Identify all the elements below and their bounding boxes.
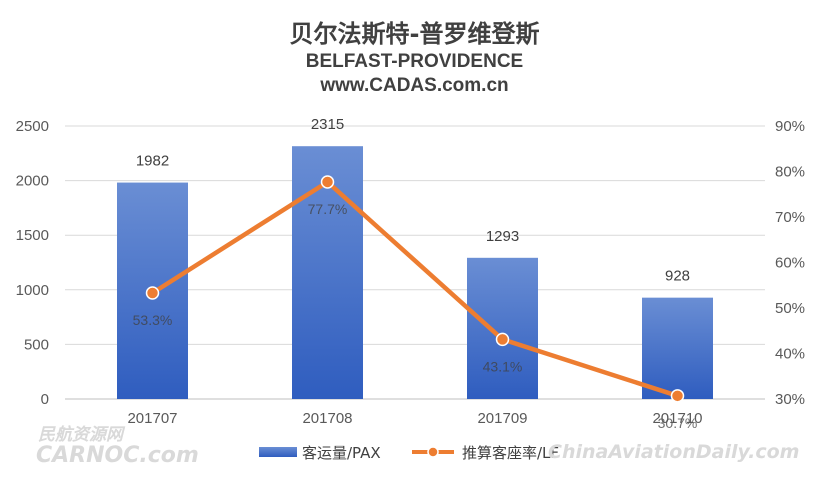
bar-value-label: 1982	[136, 153, 169, 170]
line-series	[145, 175, 685, 403]
legend-line-marker	[427, 446, 439, 458]
y-left-tick-label: 1500	[16, 227, 49, 244]
bar-value-label: 1293	[486, 228, 519, 245]
x-tick-label: 201707	[127, 410, 177, 427]
x-tick-label: 201710	[652, 410, 702, 427]
y-right-tick-label: 70%	[775, 209, 805, 226]
data-labels: 1982 2315 1293 928 53.3% 77.7% 43.1% 30.7%	[133, 116, 698, 431]
title-block: 贝尔法斯特-普罗维登斯 BELFAST-PROVIDENCE www.CADAS…	[0, 18, 829, 98]
y-left-tick-label: 2500	[16, 118, 49, 135]
y-right-tick-label: 90%	[775, 118, 805, 135]
y-right-tick-label: 60%	[775, 255, 805, 272]
lf-value-label: 77.7%	[308, 201, 348, 217]
lf-value-label: 43.1%	[483, 358, 523, 374]
y-right-tick-label: 50%	[775, 300, 805, 317]
legend: 客运量/PAX 推算客座率/LF	[259, 444, 559, 462]
lf-point	[670, 389, 685, 403]
y-right-tick-label: 30%	[775, 391, 805, 408]
watermark-chinaaviationdaily: ChinaAviationDaily.com	[548, 441, 799, 463]
chart-source: www.CADAS.com.cn	[320, 75, 509, 96]
y-left-tick-label: 1000	[16, 282, 49, 299]
lf-point	[145, 286, 160, 300]
bar-value-label: 928	[665, 268, 690, 285]
lf-value-label: 53.3%	[133, 312, 173, 328]
y-right-tick-label: 80%	[775, 164, 805, 181]
y-left-tick-label: 500	[24, 336, 49, 353]
x-tick-label: 201708	[302, 410, 352, 427]
lf-value-label: 30.7%	[658, 415, 698, 431]
lf-line	[151, 179, 679, 398]
chart-title: 贝尔法斯特-普罗维登斯	[289, 20, 540, 48]
watermark-carnoc: CARNOC.com	[36, 443, 199, 468]
bar	[642, 297, 713, 399]
lf-point	[495, 332, 510, 347]
axes: 0 500 1000 1500 2000 2500 30% 40% 50% 60% 70% 80% 90…	[16, 118, 805, 427]
bar	[467, 257, 538, 399]
y-left-tick-label: 0	[41, 391, 49, 408]
legend-bar-label: 客运量/PAX	[302, 444, 381, 462]
bar-value-label: 2315	[311, 116, 344, 133]
y-right-tick-label: 40%	[775, 346, 805, 363]
legend-bar-swatch	[259, 447, 297, 457]
watermarks: 民航资源网 CARNOC.com ChinaAviationDaily.com	[36, 425, 799, 468]
x-tick-label: 201709	[477, 410, 527, 427]
lf-point	[320, 175, 335, 189]
legend-line-label: 推算客座率/LF	[462, 444, 559, 462]
chart-subtitle: BELFAST-PROVIDENCE	[305, 51, 524, 72]
bar-series	[117, 146, 713, 399]
y-left-tick-label: 2000	[16, 173, 49, 190]
watermark-carnoc-cn: 民航资源网	[38, 425, 126, 445]
